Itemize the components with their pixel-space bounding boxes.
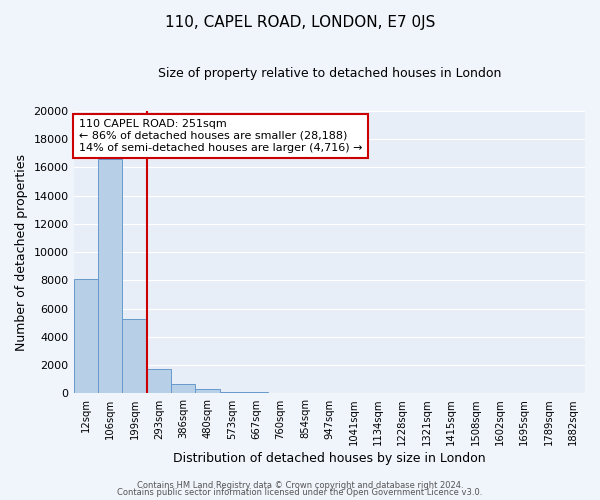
Bar bbox=[293, 393, 317, 394]
Bar bbox=[268, 392, 293, 394]
Bar bbox=[146, 368, 171, 394]
Text: Contains HM Land Registry data © Crown copyright and database right 2024.: Contains HM Land Registry data © Crown c… bbox=[137, 480, 463, 490]
Bar bbox=[171, 384, 196, 394]
Bar bbox=[74, 279, 98, 394]
X-axis label: Distribution of detached houses by size in London: Distribution of detached houses by size … bbox=[173, 452, 485, 465]
Y-axis label: Number of detached properties: Number of detached properties bbox=[15, 154, 28, 350]
Text: 110, CAPEL ROAD, LONDON, E7 0JS: 110, CAPEL ROAD, LONDON, E7 0JS bbox=[165, 15, 435, 30]
Bar bbox=[220, 392, 244, 394]
Bar bbox=[98, 159, 122, 394]
Text: 110 CAPEL ROAD: 251sqm
← 86% of detached houses are smaller (28,188)
14% of semi: 110 CAPEL ROAD: 251sqm ← 86% of detached… bbox=[79, 120, 362, 152]
Title: Size of property relative to detached houses in London: Size of property relative to detached ho… bbox=[158, 68, 501, 80]
Bar bbox=[122, 318, 146, 394]
Bar bbox=[196, 390, 220, 394]
Text: Contains public sector information licensed under the Open Government Licence v3: Contains public sector information licen… bbox=[118, 488, 482, 497]
Bar bbox=[244, 392, 268, 394]
